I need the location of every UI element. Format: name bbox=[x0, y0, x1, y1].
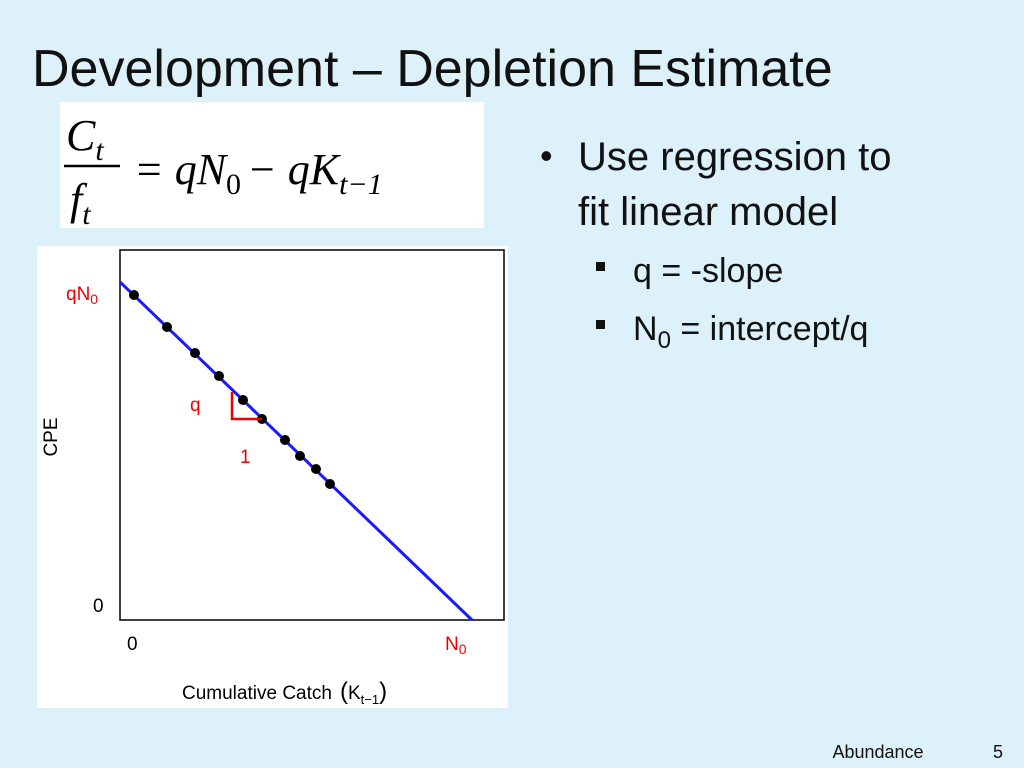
text-part: − qK bbox=[247, 145, 342, 194]
x-end-label: N0 bbox=[445, 634, 467, 657]
text-part: C bbox=[66, 111, 96, 160]
sub-bullet: q = -slope bbox=[633, 252, 783, 290]
slope-label: q bbox=[190, 395, 201, 416]
bracket: ) bbox=[379, 678, 387, 705]
text-part: Cumulative Catch bbox=[182, 683, 332, 704]
text-part: t bbox=[82, 198, 91, 231]
sub-bullet-marker bbox=[596, 262, 605, 271]
text-part: 0 bbox=[459, 641, 467, 657]
slope-triangle bbox=[230, 392, 262, 421]
bullet-line: Use regression to bbox=[578, 135, 891, 179]
point bbox=[190, 348, 200, 358]
eq-rhs: = qN0− qKt−1 bbox=[134, 145, 383, 201]
text-part: 0 bbox=[226, 168, 241, 201]
point bbox=[214, 371, 224, 381]
x-label: Cumulative Catch (Kt−1) bbox=[182, 678, 387, 707]
eq-num: Ct bbox=[66, 111, 104, 167]
point bbox=[238, 395, 248, 405]
point bbox=[295, 451, 305, 461]
text-part: N bbox=[633, 310, 658, 348]
run-label: 1 bbox=[240, 447, 251, 468]
point bbox=[162, 322, 172, 332]
intercept-label: qN0 bbox=[66, 284, 98, 307]
point bbox=[129, 290, 139, 300]
equation-box bbox=[60, 102, 484, 228]
text-part: N bbox=[445, 634, 459, 655]
text-part: qN bbox=[66, 284, 90, 305]
title: Development – Depletion Estimate bbox=[32, 40, 833, 98]
point bbox=[280, 435, 290, 445]
x-zero: 0 bbox=[127, 634, 138, 655]
bullet-line: fit linear model bbox=[578, 190, 838, 234]
bullet-marker: • bbox=[540, 135, 553, 176]
text-part: = intercept/q bbox=[671, 310, 869, 348]
footer-text: Abundance bbox=[832, 742, 923, 762]
page-number: 5 bbox=[993, 742, 1003, 762]
text-part: = qN bbox=[134, 145, 229, 194]
text-part: t−1 bbox=[339, 168, 383, 201]
text-part: t bbox=[95, 134, 104, 167]
sub-bullet-marker bbox=[596, 320, 605, 329]
text-part: 0 bbox=[90, 291, 98, 307]
point bbox=[311, 464, 321, 474]
text-part: t−1 bbox=[361, 692, 379, 707]
text-part: K bbox=[348, 683, 361, 704]
y-label: CPE bbox=[41, 417, 62, 456]
y-zero: 0 bbox=[93, 596, 104, 617]
bracket: ( bbox=[340, 678, 348, 705]
figure-box bbox=[37, 246, 508, 708]
text-part: 0 bbox=[658, 327, 671, 354]
plot-frame bbox=[119, 249, 505, 621]
fit-line bbox=[118, 280, 474, 622]
point bbox=[325, 479, 335, 489]
sub-bullet: N0 = intercept/q bbox=[633, 310, 868, 354]
points bbox=[129, 290, 335, 489]
